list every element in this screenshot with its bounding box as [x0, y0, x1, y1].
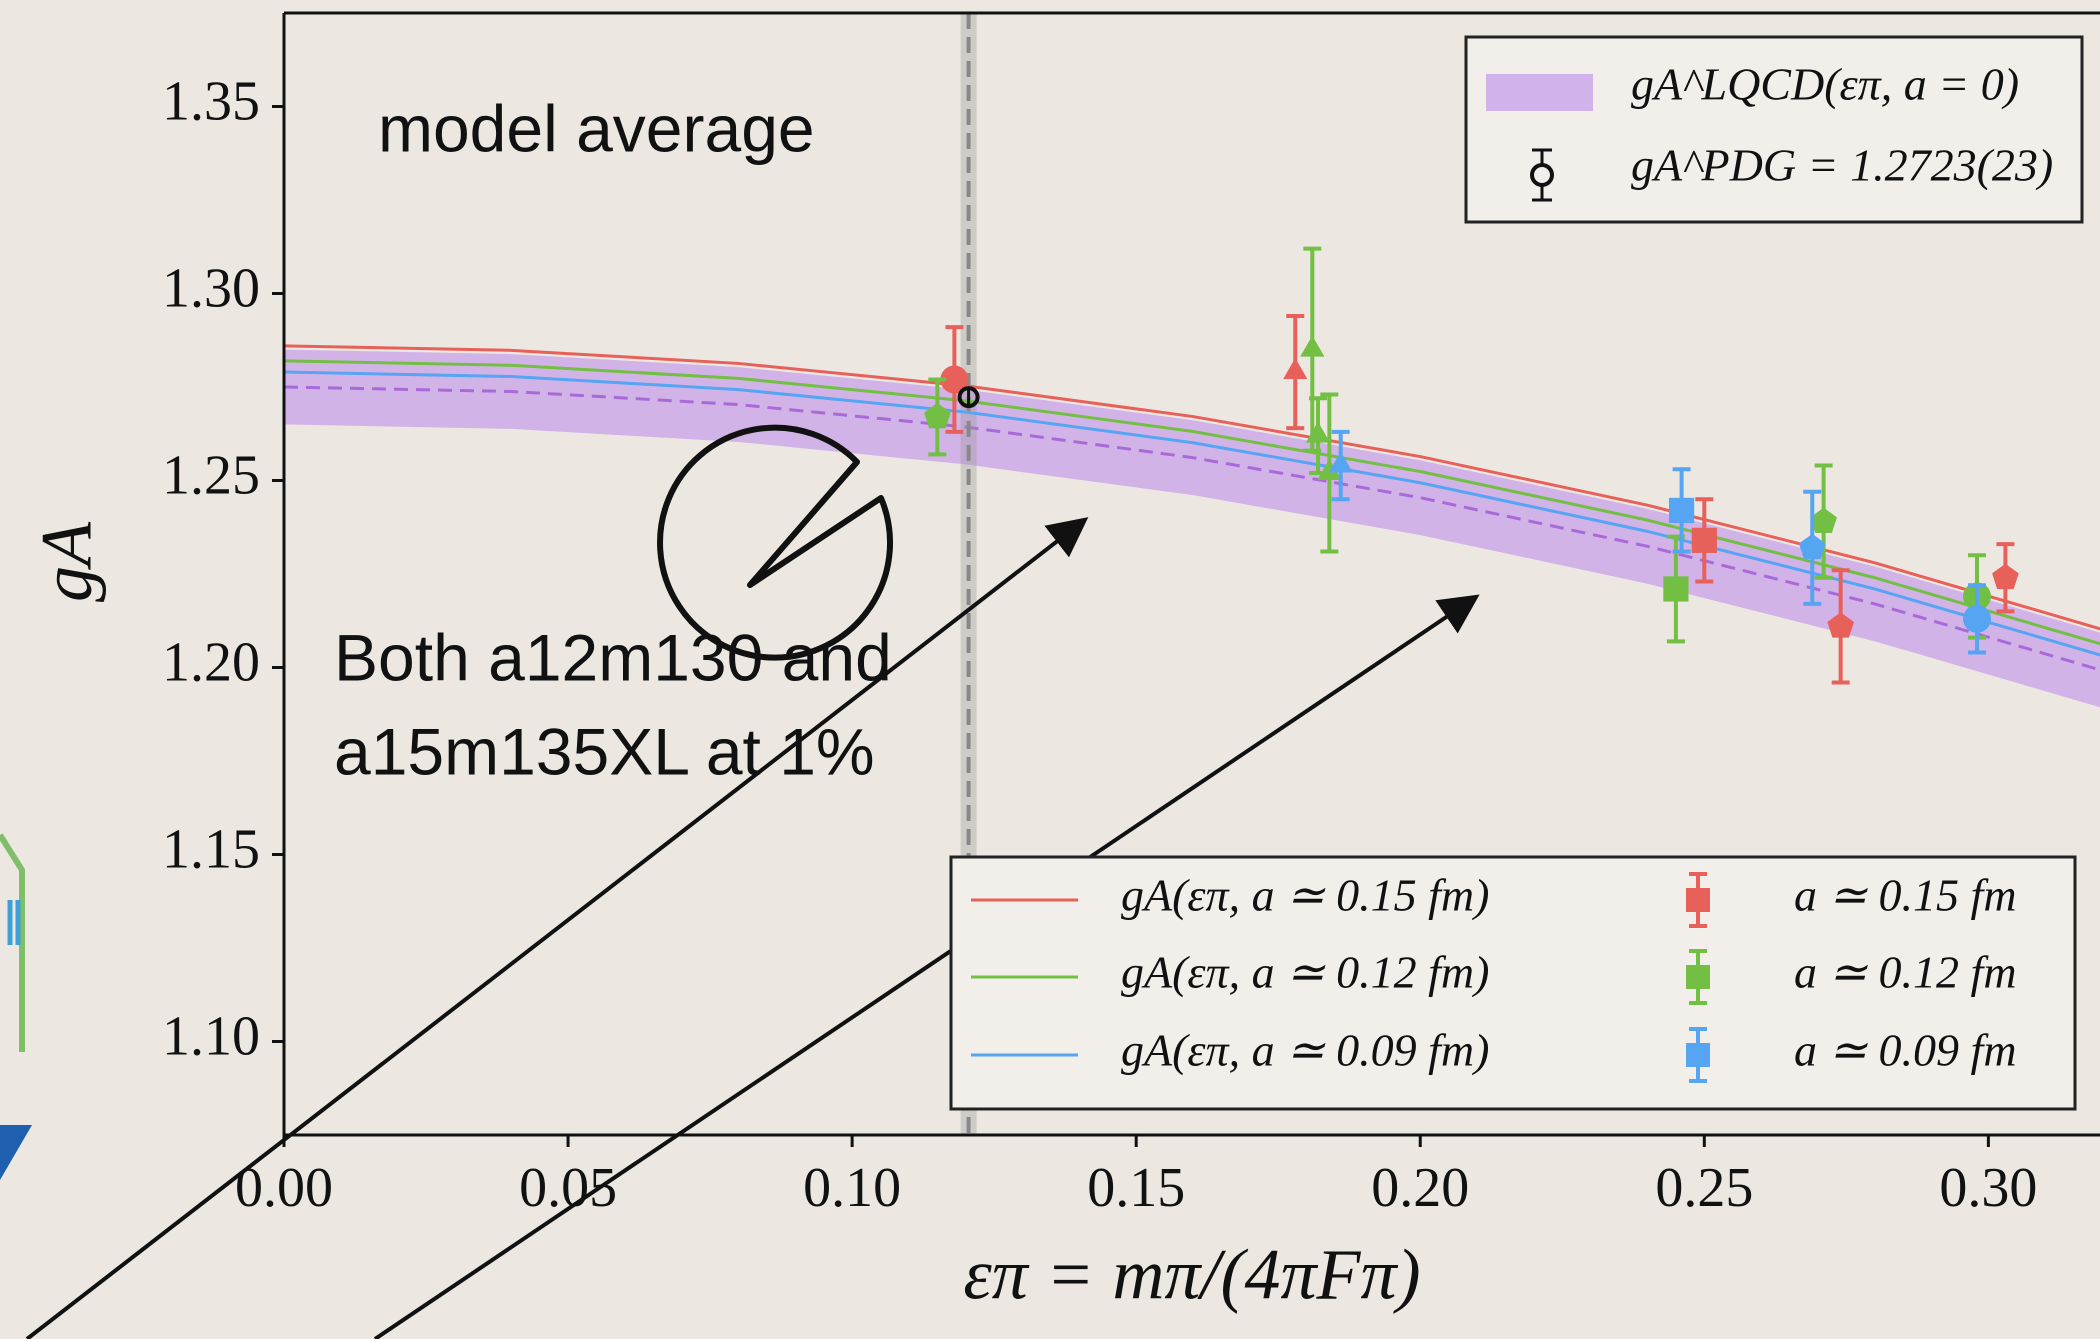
legend-label: gA(επ, a ≃ 0.12 fm): [1121, 947, 1489, 998]
y-tick-label: 1.30: [162, 257, 260, 319]
x-tick-label: 0.25: [1655, 1157, 1753, 1219]
x-tick-label: 0.05: [519, 1157, 617, 1219]
legend-label: gA^LQCD(επ, a = 0): [1631, 59, 2019, 110]
fit-curve: [283, 359, 2100, 646]
y-tick-label: 1.20: [162, 631, 260, 693]
annotation: a15m135XL at 1%: [334, 714, 875, 788]
legend-label: gA^PDG = 1.2723(23): [1631, 140, 2053, 191]
legend: gA^LQCD(επ, a = 0) gA^PDG = 1.2723(23): [1464, 35, 2084, 224]
x-tick-label: 0.15: [1087, 1157, 1185, 1219]
band: [284, 349, 2100, 708]
decor-line: [0, 833, 25, 1052]
annotation: Both a12m130 and: [334, 620, 892, 694]
legend-label: a ≃ 0.12 fm: [1794, 947, 2017, 998]
marker: [1283, 358, 1308, 380]
y-tick-label: 1.25: [162, 444, 260, 506]
marker: [1963, 604, 1992, 633]
legend-box: [1464, 35, 2084, 224]
decor-shape: [0, 1125, 32, 1180]
x-axis-title: επ = mπ/(4πFπ): [963, 1235, 1420, 1315]
legend-label: a ≃ 0.15 fm: [1794, 870, 2017, 921]
legend-marker: [1686, 965, 1710, 989]
x-tick-label: 0.00: [235, 1157, 333, 1219]
legend-marker: [1530, 163, 1554, 187]
legend-label: gA(επ, a ≃ 0.15 fm): [1121, 870, 1489, 921]
marker: [1328, 451, 1353, 473]
fit-curve: [283, 370, 2100, 657]
legend: gA(επ, a ≃ 0.15 fm) gA(επ, a ≃ 0.12 fm) gA…: [949, 855, 2077, 1111]
marker: [1317, 459, 1342, 481]
plot-area: [283, 13, 2100, 1135]
x-tick-label: 0.30: [1939, 1157, 2037, 1219]
arrow: [25, 517, 1089, 1339]
speech-bubble: [657, 424, 894, 661]
legend-label: gA(επ, a ≃ 0.09 fm): [1121, 1025, 1489, 1076]
x-tick-label: 0.10: [803, 1157, 901, 1219]
legend-swatch: [1486, 74, 1593, 111]
marker: [1305, 421, 1331, 443]
marker: [940, 365, 969, 394]
legend-box: [949, 855, 2077, 1111]
x-tick-label: 0.20: [1371, 1157, 1469, 1219]
marker: [1300, 335, 1325, 357]
marker: [1798, 533, 1826, 560]
marker: [1810, 507, 1837, 533]
y-tick-label: 1.35: [162, 70, 260, 132]
band-center: [283, 385, 2100, 672]
legend-marker: [1686, 888, 1710, 912]
marker: [1668, 497, 1695, 524]
y-axis-title: gA: [27, 521, 107, 602]
y-tick-label: 1.15: [162, 818, 260, 880]
marker: [1691, 527, 1717, 553]
marker: [1992, 563, 2019, 590]
legend-label: a ≃ 0.09 fm: [1794, 1025, 2017, 1076]
annotation: model average: [378, 91, 815, 165]
decor-line: [7, 900, 21, 945]
marker: [1827, 612, 1854, 638]
y-tick-label: 1.10: [162, 1005, 260, 1067]
pdg-marker: [957, 386, 980, 409]
marker: [1663, 576, 1689, 602]
marker: [924, 402, 951, 429]
arrow: [373, 594, 1480, 1339]
legend-marker: [1686, 1043, 1710, 1067]
